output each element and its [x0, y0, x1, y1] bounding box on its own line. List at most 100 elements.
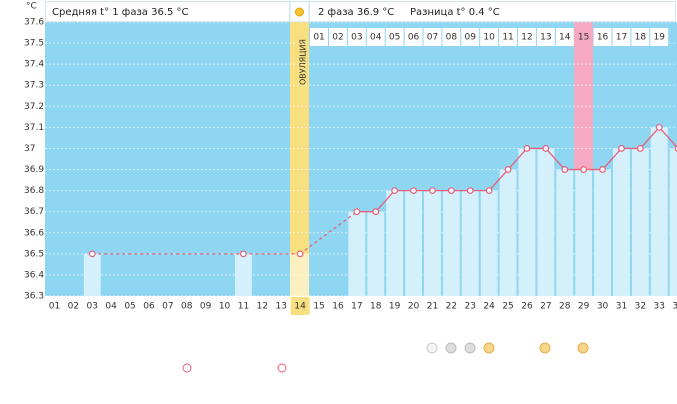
ovulation-column-low	[290, 254, 309, 296]
sun-icon	[295, 7, 304, 17]
bar	[518, 148, 536, 296]
point	[447, 187, 455, 195]
point	[296, 250, 304, 258]
icon	[577, 342, 589, 354]
bar	[575, 169, 593, 296]
point	[580, 166, 588, 173]
x-tick-label: 12	[257, 302, 268, 312]
phase2-day-label: 17	[616, 33, 627, 43]
x-tick-label: 33	[654, 302, 665, 312]
line-segment	[545, 148, 566, 170]
phase2-day-cell	[593, 28, 612, 46]
point	[618, 145, 625, 152]
x-tick-label: 21	[427, 302, 438, 312]
x-tick-label: 26	[521, 302, 533, 312]
phase2-day-cell	[536, 28, 555, 46]
phase2-day-cell	[480, 28, 499, 46]
y-tick-label: 36.3	[24, 292, 44, 302]
x-tick-label: 22	[446, 302, 457, 312]
bar	[537, 148, 555, 296]
x-tick-label: 19	[389, 302, 401, 312]
y-tick-label: 37.6	[24, 18, 44, 28]
x-tick-label: 04	[105, 302, 117, 312]
ovulation-label: ОВУЛЯЦИЯ	[299, 39, 308, 85]
x-tick-label: 10	[219, 302, 231, 312]
bar	[594, 169, 611, 296]
phase2-day-label: 19	[654, 33, 666, 43]
point	[542, 145, 550, 152]
icon	[539, 342, 551, 354]
point	[240, 250, 247, 258]
bar	[461, 190, 479, 296]
x-tick-label: 14	[294, 302, 306, 312]
x-tick-label: 29	[578, 302, 590, 312]
phase2-day-label: 06	[408, 33, 420, 43]
x-tick-label: 09	[200, 302, 212, 312]
x-tick-label: 15	[313, 302, 324, 312]
heart-icon	[277, 363, 287, 373]
bar	[405, 190, 422, 296]
phase2-day-label: 15	[578, 33, 589, 43]
x-tick-label: 23	[465, 302, 476, 312]
point	[485, 187, 493, 195]
phase2-day-cell	[404, 28, 423, 46]
phase2-average: 2 фаза 36.9 °C	[318, 7, 394, 18]
y-tick-label: 36.8	[24, 186, 44, 196]
point	[466, 187, 474, 195]
point	[655, 123, 663, 131]
phase2-day-cell	[461, 28, 480, 46]
bar	[480, 190, 498, 296]
point	[504, 166, 512, 173]
icon	[445, 342, 457, 354]
phase2-day-label: 09	[465, 33, 477, 43]
phase2-day-cell	[310, 28, 328, 46]
x-tick-label: 13	[276, 302, 287, 312]
x-tick-label: 02	[68, 302, 79, 312]
phase2-box	[309, 1, 676, 22]
phase2-day-label: 16	[597, 33, 609, 43]
ovulation-column	[290, 22, 309, 254]
y-tick-label: 37	[24, 144, 35, 154]
phase2-day-label: 05	[389, 33, 400, 43]
x-tick-label: 03	[87, 302, 98, 312]
phase2-day-cell	[366, 28, 385, 46]
x-tick-label: 18	[370, 302, 382, 312]
x-tick-label: 01	[49, 302, 60, 312]
y-tick-label: 37.2	[24, 102, 44, 112]
line-segment	[488, 169, 509, 192]
phase2-day-cell	[650, 28, 669, 46]
difference: Разница t° 0.4 °C	[410, 7, 500, 18]
x-tick-label: 17	[351, 302, 362, 312]
y-tick-label: 36.5	[24, 249, 44, 259]
line-segment	[639, 126, 660, 149]
point	[410, 187, 417, 195]
bar	[83, 253, 101, 296]
phase1-average: Средняя t° 1 фаза 36.5 °C	[52, 7, 189, 18]
y-tick-label: 37.3	[24, 81, 44, 91]
bar	[386, 190, 404, 296]
x-tick-label: 34	[672, 302, 677, 312]
x-tick-label: 05	[124, 302, 135, 312]
unit: °C	[26, 2, 37, 12]
icon	[426, 342, 438, 354]
line-segment	[507, 148, 528, 170]
point	[523, 145, 531, 152]
x-tick-label: 28	[559, 302, 571, 312]
phase2-day-cell	[329, 28, 347, 46]
bar	[442, 190, 460, 296]
line-segment	[375, 190, 396, 213]
icon	[483, 342, 495, 354]
bar	[669, 148, 677, 296]
point	[599, 166, 606, 173]
bar	[650, 127, 668, 296]
highlight-column	[574, 22, 593, 170]
x-tick-label: 20	[408, 302, 420, 312]
y-tick-label: 36.4	[24, 270, 44, 280]
point	[372, 208, 380, 216]
line-segment	[658, 126, 677, 149]
y-tick-label: 36.9	[24, 165, 44, 175]
bar	[631, 148, 649, 296]
y-tick-label: 36.7	[24, 207, 44, 217]
x-tick-label: 27	[540, 302, 551, 312]
